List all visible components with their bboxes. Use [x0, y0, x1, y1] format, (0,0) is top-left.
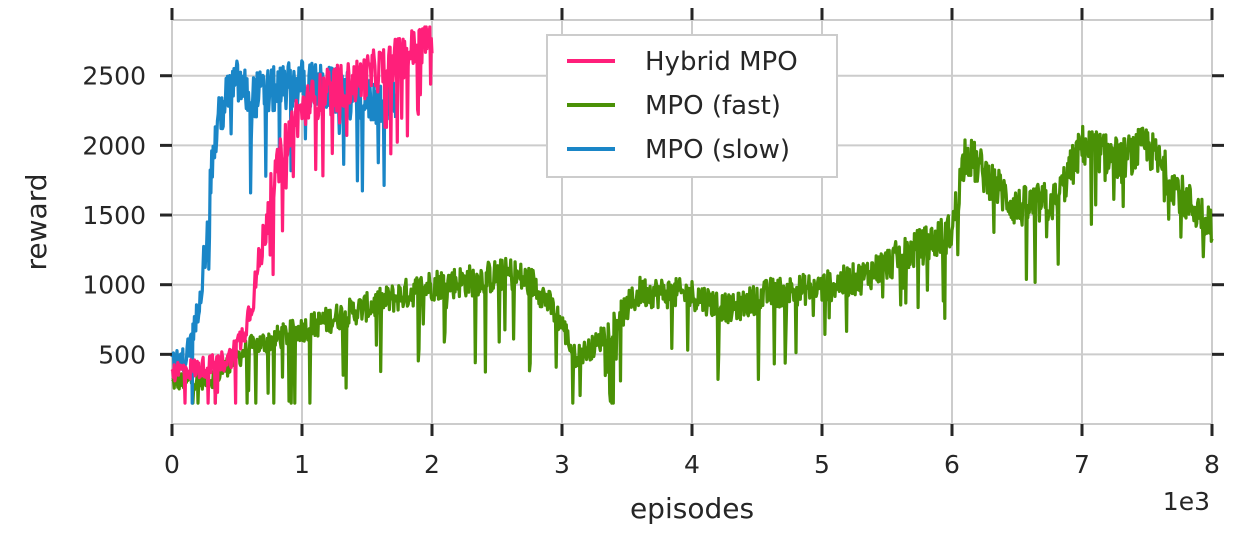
x-tick-label: 1	[294, 450, 310, 479]
legend-label: MPO (slow)	[645, 135, 790, 165]
legend-label: MPO (fast)	[645, 91, 781, 121]
series-layer	[170, 25, 1214, 405]
x-tick-label: 8	[1204, 450, 1220, 479]
x-axis-offset-text: 1e3	[1163, 487, 1210, 516]
y-tick-labels: 500 1000 1500 2000 2500	[82, 62, 146, 370]
y-tick-label: 2500	[82, 62, 146, 91]
y-tick-label: 1500	[82, 201, 146, 230]
x-tick-label: 5	[814, 450, 830, 479]
series-line-hybrid-mpo	[170, 25, 434, 405]
y-tick-label: 1000	[82, 271, 146, 300]
x-tick-label: 4	[684, 450, 700, 479]
x-tick-label: 7	[1074, 450, 1090, 479]
x-tick-label: 2	[424, 450, 440, 479]
y-tick-label: 500	[98, 340, 146, 369]
x-tick-label: 6	[944, 450, 960, 479]
x-tick-labels: 0 1 2 3 4 5 6 7 8	[164, 450, 1220, 479]
x-tick-label: 0	[164, 450, 180, 479]
x-tick-label: 3	[554, 450, 570, 479]
legend-label: Hybrid MPO	[645, 47, 798, 77]
y-tick-label: 2000	[82, 131, 146, 160]
series-line-mpo-slow	[170, 59, 398, 405]
series-line-mpo-fast	[171, 124, 1214, 405]
y-axis-label: reward	[20, 174, 53, 271]
legend: Hybrid MPO MPO (fast) MPO (slow)	[546, 34, 838, 178]
x-axis-label: episodes	[630, 492, 754, 525]
axis-ticks	[160, 8, 1224, 436]
